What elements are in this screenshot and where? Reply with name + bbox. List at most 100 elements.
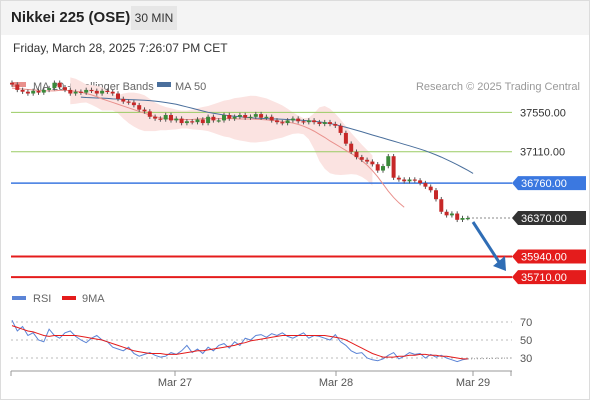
candle-body (36, 90, 41, 93)
candle-body (253, 114, 258, 117)
candle-body (31, 90, 36, 94)
candle-body (200, 119, 205, 124)
candle-body (370, 161, 375, 165)
candle-body (290, 118, 295, 121)
candle-body (465, 218, 470, 220)
candle-body (100, 90, 105, 94)
candle-body (163, 115, 168, 120)
candle-body (25, 91, 30, 94)
candle-body (15, 84, 20, 90)
candle-body (63, 87, 67, 90)
candle-body (222, 115, 226, 121)
candle-body (20, 89, 25, 92)
candle-body (285, 120, 290, 124)
legend-swatch-rsi (12, 296, 26, 300)
candle-body (184, 121, 189, 124)
candle-body (375, 164, 380, 171)
level-tag-support (512, 249, 586, 264)
candle-body (52, 82, 57, 89)
x-tick-label: Mar 29 (456, 377, 490, 389)
credit-text: Research © 2025 Trading Central (416, 81, 580, 93)
candle-body (73, 91, 78, 94)
candle-body (190, 121, 195, 123)
legend-label-rsi: RSI (33, 293, 51, 305)
candle-body (412, 179, 417, 181)
level-label-pivot: 36760.00 (521, 178, 567, 190)
candle-body (47, 88, 52, 90)
rsi-extension (467, 357, 513, 360)
candle-body (243, 115, 248, 118)
timestamp: Friday, March 28, 2025 7:26:07 PM CET (13, 41, 228, 55)
level-label-support: 35940.00 (521, 252, 567, 264)
candle-body (296, 118, 301, 122)
candle-body (232, 116, 237, 119)
candle-body (434, 190, 438, 200)
candle-body (147, 111, 152, 117)
candle-body (94, 90, 99, 94)
candle-body (328, 122, 332, 124)
x-tick-label: Mar 27 (158, 377, 192, 389)
candle-body (179, 118, 184, 124)
candle-body (349, 143, 354, 152)
candle-body (142, 109, 147, 112)
instrument-title: Nikkei 225 (OSE) (11, 9, 131, 26)
interval-button[interactable]: 30 MIN (131, 6, 177, 30)
candle-body (365, 159, 370, 162)
candle-body (449, 213, 454, 216)
level-label-support: 35710.00 (521, 272, 567, 284)
candle-body (359, 157, 364, 160)
candle-body (264, 116, 269, 118)
candle-body (116, 93, 120, 99)
candle-body (126, 101, 131, 103)
candle-body (259, 114, 264, 118)
level-label-current: 36370.00 (521, 213, 567, 225)
rsi-tick-label: 70 (520, 317, 532, 329)
candle-body (444, 211, 449, 216)
candle-body (280, 122, 285, 124)
level-tag-support (512, 270, 586, 285)
candle-body (216, 120, 221, 122)
candle-body (322, 122, 327, 124)
level-tag-pivot (512, 176, 586, 191)
candle-body (306, 120, 311, 123)
candle-body (312, 120, 317, 123)
candle-body (41, 89, 46, 93)
rsi-tick-label: 30 (520, 353, 532, 365)
x-tick-label: Mar 28 (319, 377, 353, 389)
legend-label-ma50: MA 50 (175, 81, 206, 93)
candle-body (153, 116, 158, 119)
candle-body (10, 82, 14, 85)
candle-body (402, 179, 407, 182)
candle-body (455, 213, 460, 220)
candle-body (418, 180, 423, 184)
candle-body (105, 90, 110, 93)
candle-body (407, 179, 412, 182)
candle-body (248, 116, 253, 118)
candle-body (110, 91, 115, 94)
candle-body (131, 102, 136, 106)
ma20-line (70, 90, 405, 208)
candle-body (158, 118, 163, 120)
candle-body (237, 115, 242, 117)
ma20-line-start (11, 87, 71, 92)
candle-body (57, 82, 62, 88)
candle-body (391, 156, 396, 178)
candle-body (89, 89, 94, 92)
candle-body (169, 115, 173, 121)
bollinger-band (70, 77, 373, 186)
candle-body (386, 156, 391, 167)
candle-body (338, 125, 343, 133)
candle-body (333, 123, 338, 126)
candle-body (269, 116, 274, 121)
forecast-arrow-shaft (471, 221, 501, 263)
header-bar (1, 1, 589, 35)
candle-body (460, 218, 465, 220)
candle-body (381, 166, 385, 171)
candle-body (211, 116, 216, 121)
legend-swatch-rsi-ma (62, 296, 76, 300)
candle-body (84, 89, 89, 93)
candle-body (428, 186, 433, 191)
candle-body (68, 89, 73, 94)
candle-body (301, 121, 306, 123)
